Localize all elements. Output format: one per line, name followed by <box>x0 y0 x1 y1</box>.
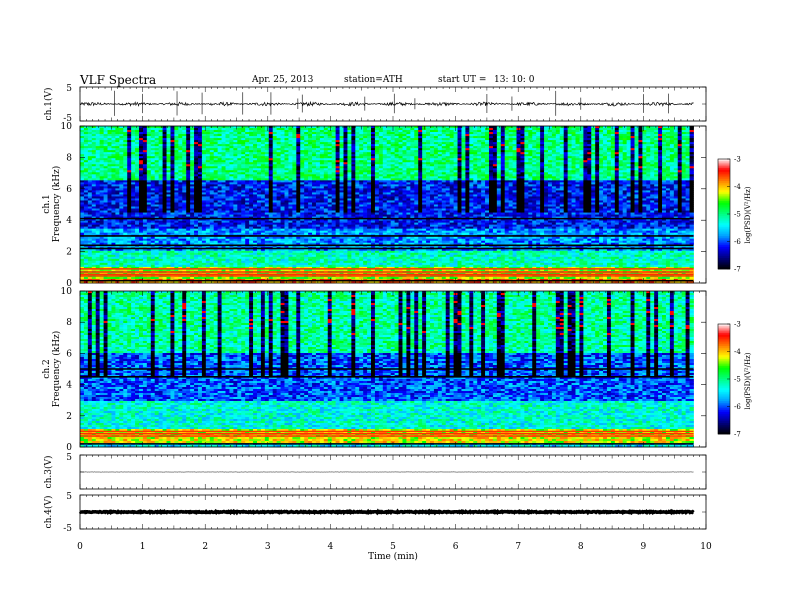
ch1-ytick-5: 5 <box>66 84 72 94</box>
ch1-waveform-ylabel: ch.1(V) <box>43 88 54 121</box>
figure-title: VLF Spectra <box>79 73 156 87</box>
ch1-waveform-trace <box>80 91 694 116</box>
station-label: station=ATH <box>344 75 403 85</box>
waveform-line <box>80 102 694 106</box>
start-ut-label: start UT = <box>438 75 486 85</box>
ch1-waveform-panel: 5 -5 ch.1(V) <box>43 84 706 124</box>
start-time-value: 13: 10: 0 <box>494 75 535 85</box>
ch1-spectrogram-image <box>80 126 694 283</box>
vlf-spectra-figure: VLF Spectra Apr. 25, 2013 station=ATH st… <box>0 0 792 612</box>
date-label: Apr. 25, 2013 <box>251 75 314 85</box>
